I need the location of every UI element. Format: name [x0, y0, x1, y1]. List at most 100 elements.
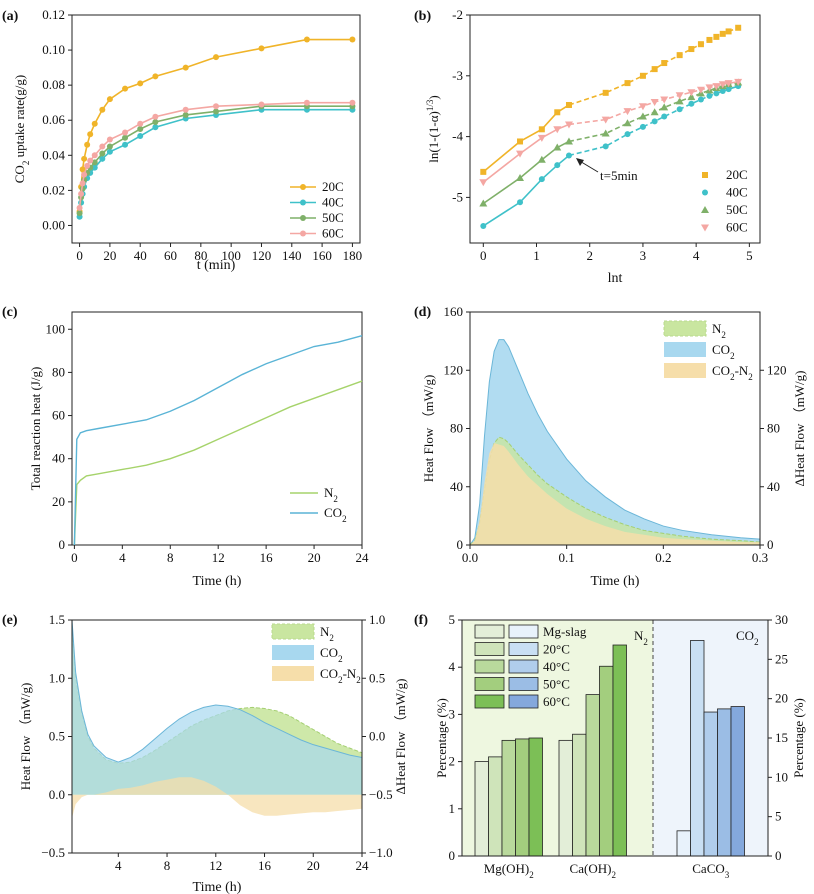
- data-point: [734, 78, 743, 86]
- data-point: [660, 103, 669, 111]
- category-label: Ca(OH)2: [570, 861, 616, 880]
- legend-label: 20C: [322, 179, 344, 194]
- y-tick-label-right: 25: [775, 651, 788, 666]
- x-tick-label: 0.1: [559, 550, 575, 565]
- y-tick-label: 0.10: [42, 42, 65, 57]
- y-tick-label: 80: [52, 364, 65, 379]
- data-point: [84, 141, 91, 148]
- legend-swatch: [664, 342, 706, 357]
- data-point: [696, 86, 705, 94]
- data-point: [303, 99, 310, 106]
- data-point: [601, 116, 610, 124]
- y-tick-label-right: 0.5: [369, 670, 385, 685]
- data-point: [106, 96, 113, 103]
- arrow-head: [576, 158, 584, 166]
- bar: [528, 737, 543, 857]
- data-point: [565, 152, 572, 159]
- panel-c: 0 4 8 12 16 20 24 0 20 40 60 80 100 Time (h) Total rea…: [28, 311, 369, 589]
- legend-label: 60C: [322, 226, 344, 241]
- x-tick-label: 12: [212, 550, 225, 565]
- x-tick-label: 0.2: [655, 550, 671, 565]
- y-tick-label: -4: [452, 129, 463, 144]
- x-tick-label: 20: [308, 550, 321, 565]
- data-point: [258, 101, 265, 108]
- y-tick-label: 160: [444, 304, 464, 319]
- data-point: [661, 60, 668, 67]
- y-tick-label: 0.0: [49, 787, 65, 802]
- series-line-20C: [78, 38, 353, 212]
- text-part: Total reaction heat (J/g): [28, 367, 43, 491]
- text-part: Ca(OH): [570, 861, 612, 876]
- panel-label: (e): [2, 613, 18, 628]
- text-part: Heat Flow （mW/g): [421, 375, 436, 483]
- data-point: [182, 111, 189, 118]
- data-point: [564, 121, 573, 129]
- category-label: Mg(OH)2: [484, 861, 534, 880]
- text-part: ΔHeat Flow （mW/g): [393, 679, 408, 795]
- data-point: [538, 176, 545, 183]
- data-point: [84, 162, 91, 169]
- text-part: Mg(OH): [484, 861, 530, 876]
- bar: [690, 640, 705, 857]
- data-point: [480, 222, 487, 229]
- x-tick-label: 0: [71, 550, 78, 565]
- text-part: CO: [712, 363, 730, 378]
- data-point: [554, 109, 561, 116]
- data-point: [122, 85, 129, 92]
- data-point: [687, 93, 696, 101]
- data-point: [349, 99, 356, 106]
- y-tick-label: -5: [452, 189, 463, 204]
- x-tick-label: 8: [164, 858, 171, 873]
- legend-label: CO2: [320, 645, 343, 664]
- legend-marker: [300, 215, 306, 221]
- legend-label: 50°C: [543, 677, 570, 692]
- data-point: [91, 159, 98, 166]
- region-label-co2: CO2: [736, 628, 759, 647]
- data-point: [213, 108, 219, 115]
- data-point: [719, 88, 726, 94]
- y-tick-label: 0: [449, 848, 456, 863]
- region-label-n2: N2: [634, 628, 648, 647]
- y-tick-label: 0: [457, 537, 464, 552]
- y-tick-label: 80: [450, 421, 463, 436]
- x-tick-label: 16: [258, 858, 272, 873]
- panel-label: (f): [414, 613, 428, 628]
- y-axis-label: ln(1-(1-α)1/3): [425, 95, 441, 162]
- text-part: CO: [712, 342, 730, 357]
- text-part: ln(1-(1-α): [426, 111, 441, 163]
- x-axis-label: Time (h): [591, 574, 640, 589]
- data-point: [564, 137, 573, 145]
- data-point: [719, 30, 726, 37]
- data-point: [99, 106, 106, 113]
- data-point: [601, 129, 610, 137]
- y-tick-label: 0.08: [42, 77, 65, 92]
- series-line-60C: [78, 101, 353, 209]
- area-CO2-N2: [72, 777, 362, 819]
- text-part: uptake rate(g/g): [12, 75, 27, 161]
- legend-swatch: [272, 666, 314, 681]
- y-tick-label: 0.12: [42, 7, 65, 22]
- fit-line-dashed-60C: [568, 81, 739, 126]
- x-tick-label: 100: [221, 248, 241, 263]
- x-tick-label: 4: [115, 858, 122, 873]
- data-point: [554, 162, 561, 169]
- legend: 20C 40C 50C 60C: [701, 167, 748, 235]
- y-axis-label-left: Percentage (%): [434, 698, 449, 778]
- legend-swatch-n2: [474, 677, 505, 691]
- data-point: [651, 118, 658, 125]
- superscript: 1/3: [425, 99, 435, 111]
- data-point: [688, 100, 695, 107]
- plot-frame: [71, 14, 361, 244]
- y-tick-label: 5: [449, 612, 456, 627]
- y-tick-label: 0.02: [42, 182, 65, 197]
- y-tick-label-right: 40: [767, 479, 780, 494]
- data-point: [87, 131, 94, 138]
- data-point: [661, 113, 668, 120]
- legend-label: CO2-N2: [320, 666, 361, 685]
- text-part: CaCO: [692, 861, 725, 876]
- legend-marker: [702, 172, 708, 178]
- x-tick-label: 2: [586, 248, 593, 263]
- series-line-50C: [78, 105, 353, 214]
- x-tick-label: 4: [693, 248, 700, 263]
